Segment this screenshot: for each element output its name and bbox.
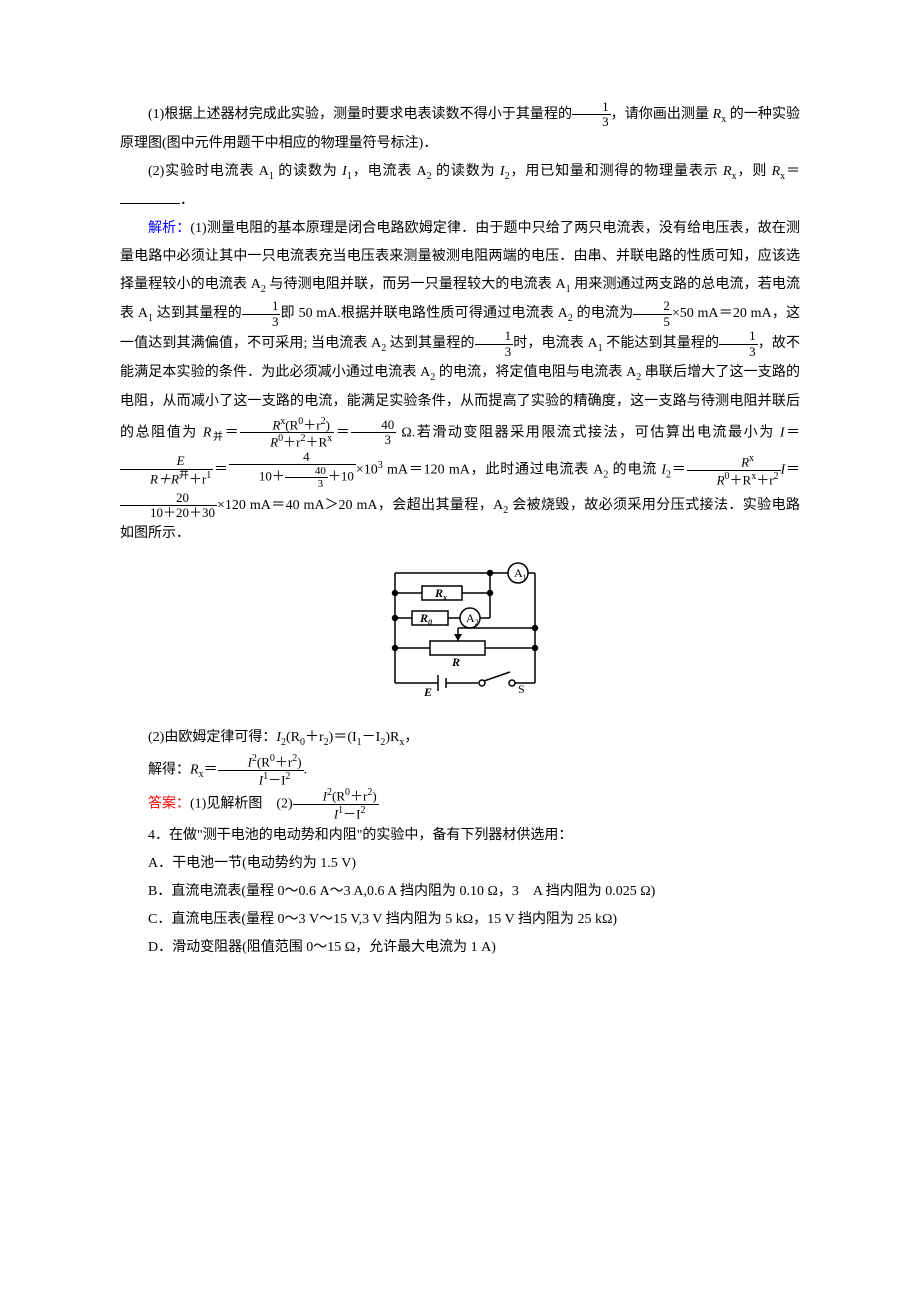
text: (1)根据上述器材完成此实验，测量时要求电表读数不得小于其量程的	[148, 107, 572, 122]
text: ，电流表 A	[352, 164, 427, 179]
fraction-1-3: 13	[719, 329, 758, 359]
text: ，用已知量和测得的物理量表示	[510, 164, 723, 179]
question-1-2: (2)实验时电流表 A1 的读数为 I1，电流表 A2 的读数为 I2，用已知量…	[120, 158, 800, 215]
text: ＝	[785, 164, 800, 179]
text: ，则	[737, 164, 772, 179]
label-s: S	[518, 682, 525, 696]
fraction-i2: RxR0＋Rx＋r2	[687, 453, 781, 487]
fraction-e: ER＋R并＋r1	[120, 454, 213, 486]
analysis-label: 解析：	[148, 221, 190, 236]
text: (2)实验时电流表 A	[148, 164, 269, 179]
document-page: (1)根据上述器材完成此实验，测量时要求电表读数不得小于其量程的13，请你画出测…	[0, 0, 920, 1022]
var-rx: R	[772, 164, 781, 179]
circuit-diagram: A1 Rx A2 R0 R E S	[120, 558, 800, 714]
fraction-20: 2010＋20＋30	[120, 491, 217, 521]
fraction-1-3: 13	[475, 329, 514, 359]
fraction-1-3: 13	[242, 299, 281, 329]
answer-line: 答案：(1)见解析图 (2)I2(R0＋r2)I1－I2	[120, 787, 800, 821]
option-d: D．滑动变阻器(阻值范围 0～15 Ω，允许最大电流为 1 A)	[120, 934, 800, 962]
question-4-stem: 4．在做"测干电池的电动势和内阻"的实验中，备有下列器材供选用：	[120, 822, 800, 850]
option-c: C．直流电压表(量程 0～3 V～15 V,3 V 挡内阻为 5 kΩ，15 V…	[120, 906, 800, 934]
label-r: R	[451, 655, 460, 669]
answer-label: 答案：	[148, 797, 190, 812]
fraction-2-5: 25	[633, 299, 672, 329]
fraction-big: 410＋403＋10	[229, 450, 356, 490]
fraction-rpar: Rx(R0＋r2)R0＋r2＋Rx	[240, 416, 334, 450]
var-rx: R	[723, 164, 732, 179]
fraction-40-3: 403	[351, 418, 396, 448]
fraction-result: I2(R0＋r2)I1－I2	[218, 753, 304, 787]
question-1-1: (1)根据上述器材完成此实验，测量时要求电表读数不得小于其量程的13，请你画出测…	[120, 100, 800, 158]
option-b: B．直流电流表(量程 0～0.6 A～3 A,0.6 A 挡内阻为 0.10 Ω…	[120, 878, 800, 906]
analysis-paragraph: 解析：(1)测量电阻的基本原理是闭合电路欧姆定律．由于题中只给了两只电流表，没有…	[120, 215, 800, 549]
fraction-1-3: 13	[572, 100, 611, 130]
text: ．	[180, 193, 194, 208]
text: 的读数为	[274, 164, 342, 179]
solve-line: 解得：Rx＝I2(R0＋r2)I1－I2.	[120, 753, 800, 787]
option-a: A．干电池一节(电动势约为 1.5 V)	[120, 850, 800, 878]
fraction-answer: I2(R0＋r2)I1－I2	[293, 787, 379, 821]
text: ，请你画出测量	[611, 107, 713, 122]
label-e: E	[423, 685, 432, 699]
analysis-2: (2)由欧姆定律可得：I2(R0＋r2)＝(I1－I2)Rx，	[120, 724, 800, 753]
blank-input	[120, 189, 180, 204]
circuit-svg: A1 Rx A2 R0 R E S	[360, 558, 560, 703]
text: 的读数为	[432, 164, 500, 179]
var-rx: R	[713, 107, 722, 122]
